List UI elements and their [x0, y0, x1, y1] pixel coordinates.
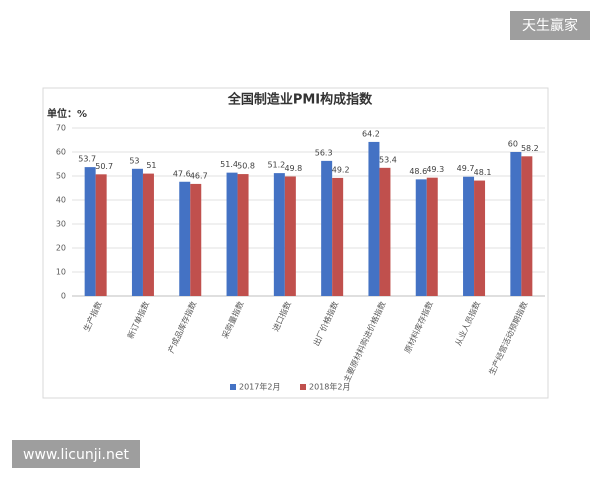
y-tick-label: 70 [56, 124, 66, 133]
bar [284, 176, 296, 296]
chart-title: 全国制造业PMI构成指数 [227, 92, 373, 108]
legend-swatch [300, 384, 306, 390]
bar [426, 177, 438, 296]
y-tick-label: 60 [56, 148, 66, 157]
bar [95, 174, 107, 296]
bar [463, 176, 475, 296]
value-label: 49.3 [426, 165, 444, 174]
value-label: 58.2 [521, 144, 539, 153]
legend-swatch [230, 384, 236, 390]
y-tick-label: 50 [56, 172, 66, 181]
watermark-box [12, 440, 140, 468]
y-tick-label: 40 [56, 196, 66, 205]
bar [84, 167, 96, 296]
legend-label: 2018年2月 [309, 382, 350, 392]
watermark-box [510, 11, 590, 40]
value-label: 48.1 [474, 168, 492, 177]
bar [510, 152, 522, 296]
value-label: 50.8 [237, 162, 255, 171]
value-label: 49.8 [284, 164, 302, 173]
value-label: 53.4 [379, 155, 397, 164]
value-label: 50.7 [95, 162, 113, 171]
y-tick-label: 10 [56, 268, 66, 277]
legend-label: 2017年2月 [239, 382, 280, 392]
bar [332, 177, 344, 296]
value-label: 49.2 [332, 165, 350, 174]
value-label: 51 [146, 161, 156, 170]
value-label: 56.3 [315, 148, 333, 157]
y-tick-label: 20 [56, 244, 66, 253]
value-label: 49.7 [457, 164, 475, 173]
y-tick-label: 0 [61, 292, 66, 301]
bar [273, 173, 285, 296]
value-label: 53.7 [78, 155, 96, 164]
bar [179, 181, 191, 296]
bar [368, 141, 380, 296]
y-tick-label: 30 [56, 220, 66, 229]
bar [226, 172, 238, 296]
unit-label: 单位：% [47, 107, 87, 120]
bar [131, 168, 143, 296]
bar [415, 179, 427, 296]
bar [474, 180, 486, 296]
bar [142, 173, 154, 296]
value-label: 47.6 [173, 169, 191, 178]
bar [521, 156, 533, 296]
bar [379, 167, 391, 296]
bar [237, 174, 249, 296]
watermark: www.licunji.net [23, 447, 129, 463]
value-label: 46.7 [190, 171, 208, 180]
value-label: 51.2 [267, 161, 285, 170]
value-label: 60 [508, 140, 518, 149]
value-label: 53 [129, 156, 139, 165]
bar [190, 183, 202, 296]
bar [321, 160, 333, 296]
value-label: 64.2 [362, 129, 380, 138]
watermark: 天生赢家 [522, 17, 578, 34]
value-label: 48.6 [409, 167, 427, 176]
value-label: 51.4 [220, 160, 238, 169]
